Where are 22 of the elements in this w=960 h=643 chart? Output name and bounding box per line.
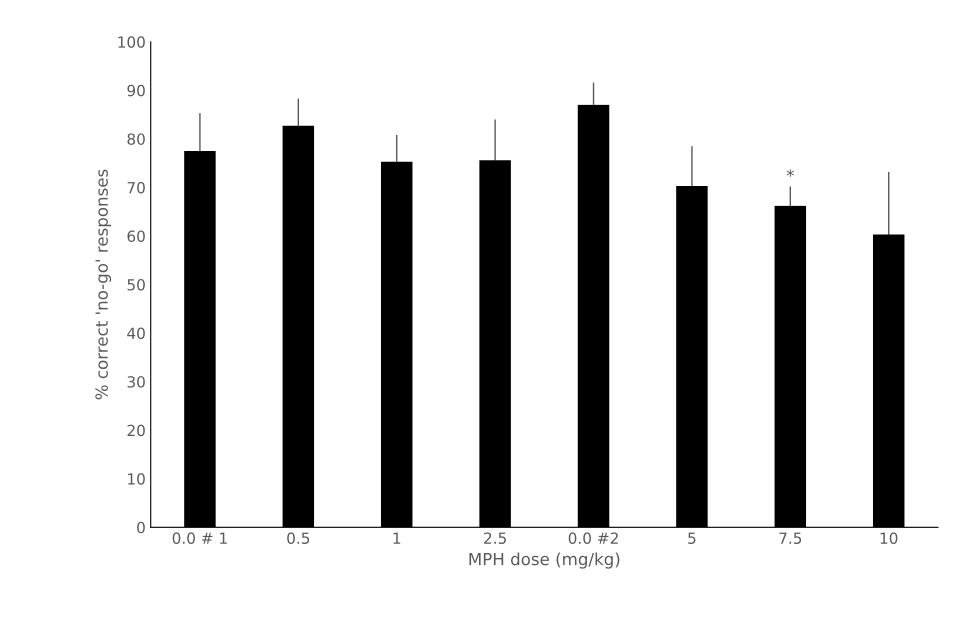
- annotation: *: [786, 169, 794, 177]
- x-axis-title: MPH dose (mg/kg): [469, 552, 620, 569]
- y-tick-label: 40: [127, 328, 145, 340]
- x-tick-label: 1: [394, 532, 400, 544]
- y-tick-label: 30: [128, 376, 145, 388]
- x-tick-label: 2.5: [484, 532, 506, 544]
- y-axis-title: % correct 'no-go' responses: [95, 170, 112, 400]
- x-tick-label: 0.0 # 1: [172, 532, 227, 544]
- x-tick-label: 0.0 #2: [568, 532, 618, 544]
- x-tick-label: 7.5: [779, 532, 802, 544]
- y-tick-label: 10: [128, 473, 145, 485]
- y-tick-label: 50: [128, 278, 145, 291]
- y-tick-label: 0: [137, 522, 145, 534]
- y-tick-label: 100: [118, 36, 145, 48]
- y-tick-label: 20: [128, 424, 145, 436]
- x-tick-label: 5: [688, 532, 696, 544]
- x-tick-label: 10: [880, 532, 898, 544]
- y-tick-label: 70: [128, 182, 145, 194]
- x-tick-label: 0.5: [287, 532, 310, 544]
- y-tick-label: 60: [127, 230, 145, 242]
- y-tick-label: 80: [127, 133, 145, 145]
- y-tick-label: 90: [127, 84, 145, 96]
